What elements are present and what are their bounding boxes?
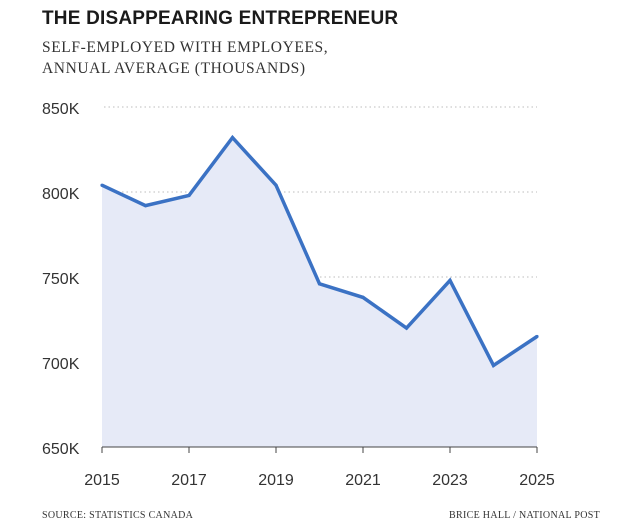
x-tick-label-2019: 2019	[258, 472, 294, 489]
y-tick-label-800K: 800K	[42, 186, 80, 203]
subtitle-line-1: SELF-EMPLOYED WITH EMPLOYEES,	[42, 39, 329, 56]
data-point-2022	[404, 326, 409, 330]
y-tick-labels: 650K 700K 750K 800K 850K	[42, 101, 80, 458]
data-point-2018	[230, 136, 235, 140]
chart-subtitle: SELF-EMPLOYED WITH EMPLOYEES, ANNUAL AVE…	[42, 37, 328, 79]
x-tick-label-2025: 2025	[519, 472, 555, 489]
data-point-2021	[361, 295, 365, 299]
y-tick-label-850K: 850K	[42, 101, 80, 118]
data-point-2025	[535, 334, 539, 339]
subtitle-line-2: ANNUAL AVERAGE (THOUSANDS)	[42, 60, 306, 77]
y-tick-label-700K: 700K	[42, 356, 80, 373]
x-tick-label-2023: 2023	[432, 472, 468, 489]
source-note: SOURCE: STATISTICS CANADA	[42, 510, 194, 521]
data-point-2016	[143, 204, 148, 208]
data-point-2020	[317, 282, 322, 286]
credit-note: BRICE HALL / NATIONAL POST	[449, 510, 600, 521]
x-tick-label-2017: 2017	[171, 472, 207, 489]
data-point-2023	[448, 278, 452, 282]
chart-title: THE DISAPPEARING ENTREPRENEUR	[42, 8, 399, 29]
data-point-2017	[187, 193, 191, 197]
data-point-2019	[274, 183, 278, 187]
x-tick-labels: 2015 2017 2019 2021 2023 2025	[84, 472, 555, 489]
x-tick-label-2021: 2021	[345, 472, 381, 489]
x-tick-label-2015: 2015	[84, 472, 120, 489]
y-tick-label-650K: 650K	[42, 441, 80, 458]
data-point-2024	[491, 363, 496, 367]
x-tick-marks	[101, 447, 538, 453]
area-fill	[102, 137, 537, 447]
y-tick-label-750K: 750K	[42, 271, 80, 288]
data-point-2015	[100, 183, 104, 187]
data-points	[100, 136, 539, 367]
